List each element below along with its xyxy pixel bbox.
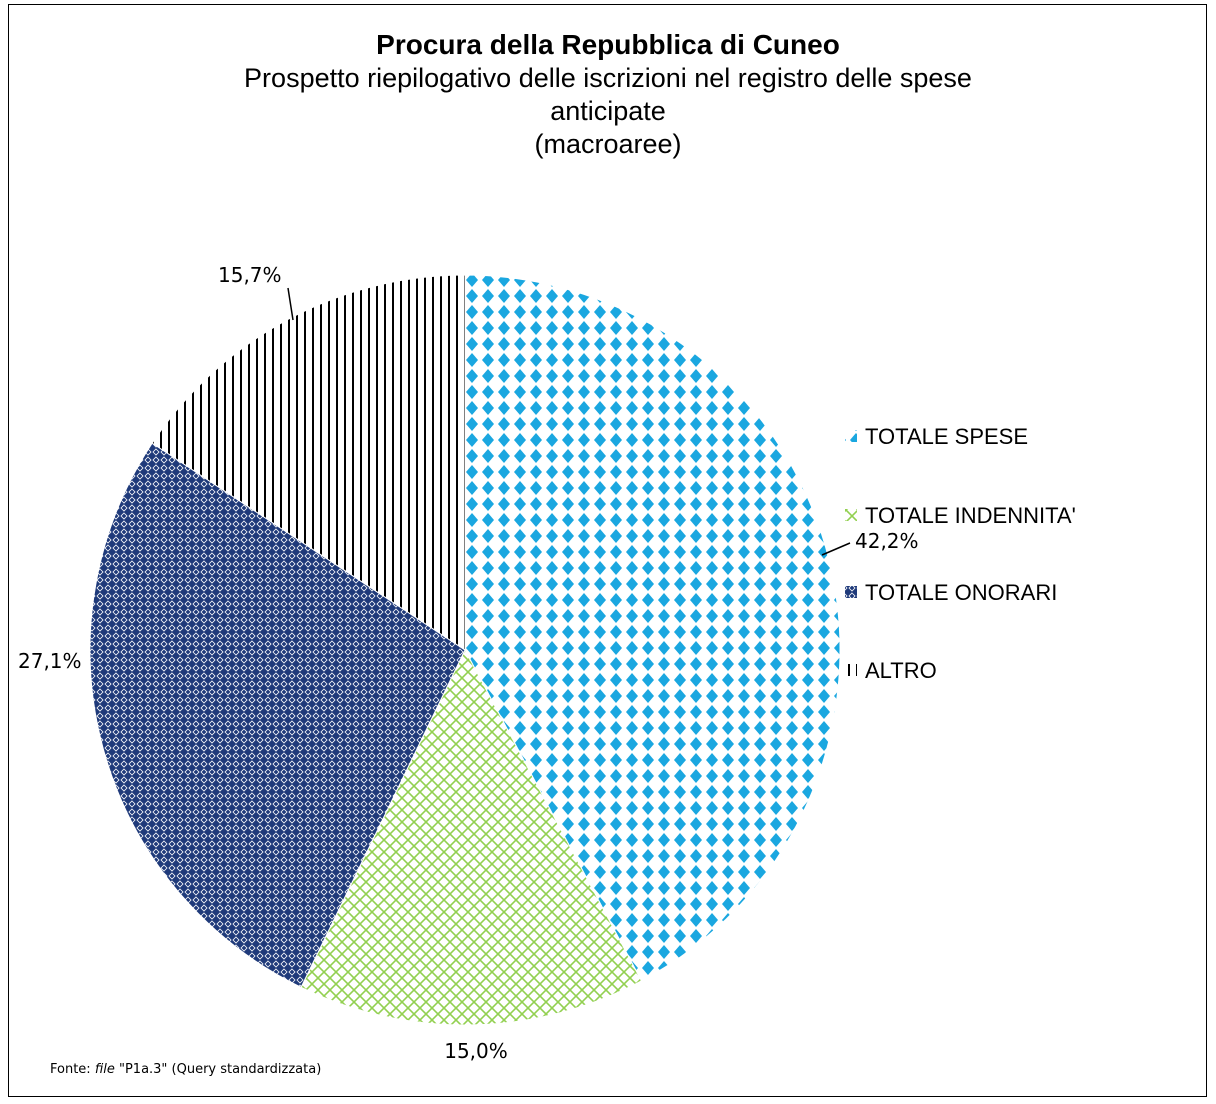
pie-slice-totale-spese <box>464 274 841 982</box>
data-label-altro: 15,7% <box>218 263 282 287</box>
chart-subtitle-line-1: Prospetto riepilogativo delle iscrizioni… <box>244 63 972 93</box>
chart-subtitle-line-3: (macroaree) <box>534 129 682 159</box>
title-block: Procura della Repubblica di Cuneo Prospe… <box>0 28 1216 161</box>
footer-rest: "P1a.3" (Query standardizzata) <box>114 1062 322 1077</box>
legend-swatch-altro <box>845 664 857 676</box>
pie-slice-totale-onorari <box>89 442 466 988</box>
footer-file-word: file <box>94 1062 115 1077</box>
data-labels: 42,2% 15,0% 27,1% 15,7% <box>18 263 919 1063</box>
leader-lines <box>287 287 851 556</box>
data-label-totale-indennita: 15,0% <box>444 1039 508 1063</box>
chart-subtitle-line-2: anticipate <box>550 96 666 126</box>
pie-slice-altro <box>151 274 466 651</box>
leader-line-altro <box>287 287 294 321</box>
footer-prefix: Fonte: <box>50 1062 95 1077</box>
legend-label-totale-spese: TOTALE SPESE <box>865 424 1028 449</box>
legend-swatch-totale-indennita <box>845 509 857 521</box>
legend-label-altro: ALTRO <box>865 658 937 683</box>
leader-line-totale-spese <box>821 542 851 556</box>
data-label-totale-spese: 42,2% <box>855 529 919 553</box>
pie-slice-totale-indennita <box>300 648 643 1026</box>
pie-slices <box>89 274 841 1026</box>
data-label-totale-onorari: 27,1% <box>18 649 82 673</box>
legend-label-totale-onorari: TOTALE ONORARI <box>865 580 1057 605</box>
legend-swatch-totale-spese <box>845 430 857 442</box>
legend: TOTALE SPESE TOTALE INDENNITA' TOTALE ONOR… <box>845 424 1076 683</box>
legend-label-totale-indennita: TOTALE INDENNITA' <box>865 503 1076 528</box>
legend-swatch-totale-onorari <box>845 586 857 598</box>
source-footer: Fonte: file "P1a.3" (Query standardizzat… <box>50 1062 321 1077</box>
chart-title: Procura della Repubblica di Cuneo <box>376 29 840 60</box>
